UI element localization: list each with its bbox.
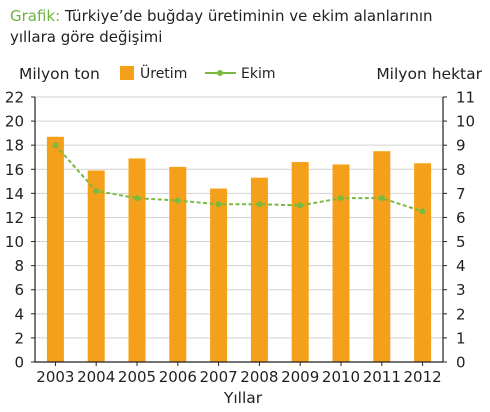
point-ekim-2003 (52, 142, 59, 149)
bar-uretim-2011 (373, 151, 391, 362)
x-tick-label: 2009 (281, 368, 319, 386)
bar-uretim-2006 (169, 166, 187, 362)
x-tick-label: 2011 (363, 368, 401, 386)
legend-label-uretim: Üretim (140, 64, 187, 82)
y-axis-left-title: Milyon ton (19, 65, 100, 83)
chart-title: Grafik: Türkiye’de buğday üretiminin ve … (10, 6, 480, 48)
point-ekim-2005 (134, 195, 140, 202)
y-axis-right-title: Milyon hektar (376, 65, 482, 83)
x-tick-label: 2007 (200, 368, 238, 386)
line-series (52, 142, 426, 215)
y-left-tick-label: 12 (5, 209, 24, 227)
point-ekim-2006 (174, 197, 181, 204)
y-right-tick-label: 1 (456, 329, 466, 347)
point-ekim-2011 (378, 195, 385, 202)
bar-uretim-2012 (414, 163, 432, 362)
point-ekim-2008 (256, 201, 263, 208)
point-ekim-2009 (297, 202, 304, 209)
point-ekim-2012 (419, 208, 426, 215)
y-right-tick-label: 3 (456, 281, 466, 299)
legend-swatch-uretim (120, 66, 134, 80)
bar-uretim-2007 (210, 188, 228, 362)
y-left-tick-label: 18 (5, 137, 24, 155)
point-ekim-2010 (338, 195, 344, 202)
figure-title-text: Türkiye’de buğday üretiminin ve ekim ala… (10, 7, 433, 46)
y-left-tick-label: 8 (14, 257, 24, 275)
legend-label-ekim: Ekim (241, 66, 275, 82)
x-tick-label: 2006 (159, 368, 197, 386)
right-tick-labels: 0 1 2 3 4 5 6 7 8 9 10 11 (456, 89, 475, 372)
bar-uretim-2005 (128, 158, 146, 362)
y-right-tick-label: 9 (456, 137, 466, 155)
y-left-tick-label: 0 (14, 354, 24, 372)
bar-uretim-2009 (291, 162, 309, 362)
y-left-tick-label: 2 (14, 329, 24, 347)
y-right-tick-label: 10 (456, 113, 475, 131)
y-left-tick-label: 14 (5, 185, 24, 203)
bar-uretim-2004 (87, 170, 105, 362)
x-tick-label: 2004 (77, 368, 115, 386)
y-left-tick-label: 20 (5, 113, 24, 131)
legend: Üretim Ekim (120, 64, 275, 82)
y-left-tick-label: 4 (14, 305, 24, 323)
y-right-tick-label: 8 (456, 161, 466, 179)
y-right-tick-label: 7 (456, 185, 466, 203)
y-right-tick-label: 4 (456, 257, 466, 275)
bar-uretim-2010 (332, 164, 350, 362)
left-tick-labels: 0 2 4 6 8 10 12 14 16 18 20 22 (5, 89, 24, 372)
y-left-tick-label: 6 (14, 281, 24, 299)
legend-marker-ekim (217, 70, 223, 76)
x-tick-label: 2010 (322, 368, 360, 386)
y-right-tick-label: 11 (456, 89, 475, 107)
x-tick-label: 2008 (240, 368, 278, 386)
x-tick-labels: 2003 2004 2005 2006 2007 2008 2009 2010 2011 2012 (36, 368, 441, 386)
x-tick-label: 2012 (404, 368, 442, 386)
y-left-tick-label: 10 (5, 233, 24, 251)
y-right-tick-label: 5 (456, 233, 466, 251)
bar-uretim-2003 (46, 136, 64, 362)
y-left-tick-label: 22 (5, 89, 24, 107)
point-ekim-2007 (215, 201, 222, 208)
x-tick-label: 2005 (118, 368, 156, 386)
bar-series (46, 136, 432, 362)
y-left-tick-label: 16 (5, 161, 24, 179)
y-right-tick-label: 0 (456, 354, 466, 372)
point-ekim-2004 (93, 187, 100, 194)
x-axis-title: Yıllar (223, 389, 263, 407)
bar-uretim-2008 (250, 177, 268, 362)
figure-label: Grafik: (10, 7, 61, 25)
x-tick-label: 2003 (36, 368, 74, 386)
y-right-tick-label: 6 (456, 209, 466, 227)
line-ekim (54, 144, 423, 213)
y-right-tick-label: 2 (456, 305, 466, 323)
axes (31, 96, 447, 366)
